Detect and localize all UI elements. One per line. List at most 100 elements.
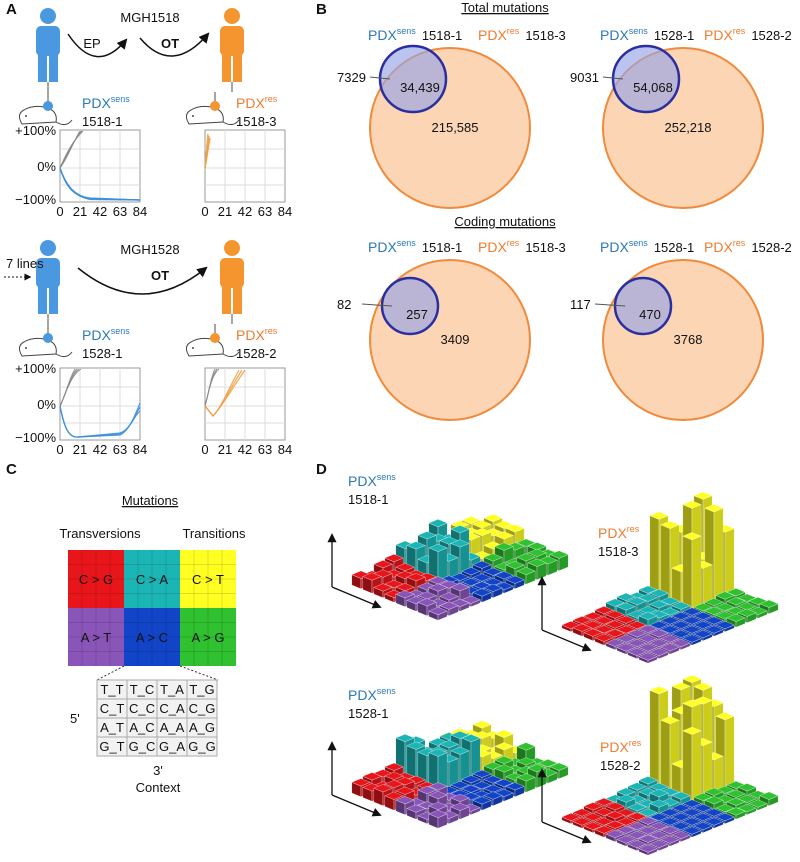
bar-top — [494, 764, 514, 773]
model-superscript: sens — [377, 472, 397, 482]
bar-top — [605, 620, 625, 629]
bar-top — [715, 812, 735, 822]
bar-top — [605, 829, 625, 839]
model-label: PDXsens 1528-1 — [82, 326, 130, 361]
zoom-line — [96, 665, 125, 681]
leg — [222, 284, 231, 314]
bar-top — [494, 778, 514, 787]
bar-top — [605, 598, 625, 607]
bar-top — [671, 821, 691, 831]
bar-top — [693, 602, 713, 612]
bar-top — [671, 830, 691, 840]
model-id: 1528-1 — [654, 28, 694, 43]
panel-label: A — [6, 1, 17, 18]
bar-top — [505, 782, 525, 791]
model-prefix: PDX — [600, 739, 629, 755]
bar-top — [461, 567, 481, 576]
bar-top — [594, 606, 614, 615]
y-tick-label: +100% — [15, 123, 56, 138]
bar-top — [406, 573, 426, 582]
venn-count: 34,439 — [400, 80, 440, 95]
bar-face — [713, 755, 724, 793]
model-prefix: PDX — [600, 27, 629, 43]
context-label: G_T — [99, 739, 124, 754]
bar-top — [627, 620, 647, 630]
bar-top — [649, 799, 669, 808]
bar-top — [638, 808, 658, 817]
bar-top — [660, 625, 680, 634]
x-tick-label: 63 — [258, 442, 272, 457]
bar-top — [549, 762, 569, 771]
bar-top — [494, 729, 514, 738]
mouse-icon — [18, 324, 73, 358]
model-label: PDXsens 1518-1 — [368, 238, 462, 255]
context-label: A_C — [129, 720, 154, 735]
model-id: 1518-3 — [598, 544, 638, 559]
bar-top — [594, 633, 614, 642]
model-id: 1518-1 — [348, 492, 388, 507]
bar-top — [561, 812, 581, 822]
model-superscript: res — [733, 238, 746, 248]
bar-plot-3d — [351, 720, 569, 829]
model-id: 1528-2 — [751, 28, 791, 43]
class-label: A > T — [81, 630, 112, 645]
bar-top — [649, 638, 669, 648]
bar-top — [649, 789, 669, 798]
patient-icon — [36, 240, 60, 314]
bar-top — [726, 597, 746, 606]
bar-top — [693, 620, 713, 630]
bar-top — [660, 808, 680, 817]
bar-top — [384, 779, 404, 789]
bar-face — [691, 535, 702, 610]
venn-count: 9031 — [570, 70, 599, 85]
bar-top — [649, 839, 669, 849]
model-label: PDXsens 1518-1 — [368, 26, 462, 43]
bar-top — [682, 699, 702, 708]
class-label: A > G — [192, 630, 225, 645]
model-prefix: PDX — [82, 95, 111, 111]
model-label: PDXsens 1528-1 — [600, 238, 694, 255]
bar-face — [724, 528, 735, 597]
bar-top — [627, 803, 647, 812]
axis-label: 3' — [153, 763, 163, 778]
model-superscript: sens — [377, 686, 397, 696]
bar-top — [638, 585, 658, 594]
bar-top — [715, 620, 735, 630]
axis-label: 5' — [70, 711, 80, 726]
bar-top — [494, 542, 514, 551]
x-tick-label: 84 — [133, 442, 147, 457]
bar-top — [450, 525, 470, 534]
bar-top — [649, 782, 669, 791]
bar-top — [494, 520, 514, 529]
x-tick-label: 0 — [201, 442, 208, 457]
bar-top — [406, 804, 426, 813]
leader-line — [361, 303, 393, 307]
model-id: 1528-2 — [600, 758, 640, 773]
bar-top — [583, 611, 603, 621]
bar-top — [439, 740, 459, 749]
bar-top — [428, 790, 448, 800]
head — [224, 240, 240, 256]
mouse-icon — [185, 324, 240, 358]
bar-top — [693, 821, 713, 831]
venn-count: 7329 — [337, 70, 366, 85]
bar-top — [395, 796, 415, 805]
bar-top — [682, 817, 702, 826]
bar-top — [572, 817, 592, 826]
context-label: C_C — [129, 701, 155, 716]
bar-top — [704, 808, 724, 817]
bar-top — [395, 733, 415, 742]
y-tick-label: 0% — [37, 159, 56, 174]
bar-top — [483, 583, 503, 592]
axis-arrow — [331, 586, 382, 609]
leg — [38, 284, 47, 314]
bar-top — [428, 606, 448, 616]
bar-top — [461, 516, 481, 525]
bar-top — [516, 757, 536, 766]
bar-face — [691, 730, 702, 802]
model-id: 1528-1 — [654, 240, 694, 255]
bar-top — [549, 550, 569, 559]
bar-top — [472, 769, 492, 778]
bar-top — [461, 577, 481, 587]
